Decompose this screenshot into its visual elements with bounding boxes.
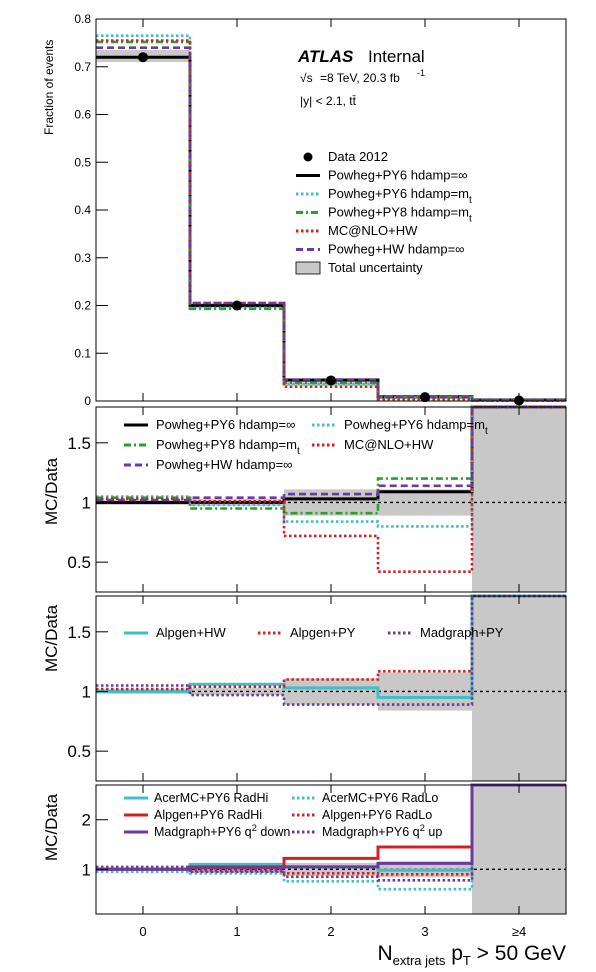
uncertainty-bin-ratio1-4 <box>472 407 566 592</box>
legend-entry-ratio1-1: Powheg+PY6 hdamp=mt <box>344 417 488 437</box>
data-point-1 <box>232 300 242 311</box>
energy-sqrt: √s <box>300 71 313 85</box>
legend-entry-ratio1-3: MC@NLO+HW <box>344 437 434 452</box>
legend-entry-ratio1-4: Powheg+HW hdamp=∞ <box>156 457 292 472</box>
ratio2-y-axis-label: MC/Data <box>42 604 61 672</box>
legend-marker-data <box>303 152 313 162</box>
legend-entry-ratio3-2: Alpgen+PY6 RadHi <box>154 808 262 822</box>
y-tick-label-main: 0.5 <box>74 155 91 169</box>
y-tick-label-main: 0.1 <box>74 346 91 360</box>
selection-label: |y| < 2.1, tt̄ <box>300 94 357 108</box>
ratio1-y-axis-label: MC/Data <box>42 457 61 525</box>
y-tick-label-ratio3: 2 <box>82 811 91 830</box>
legend-entry-ratio3-5: Madgraph+PY6 q2 up <box>322 823 442 839</box>
y-tick-label-main: 0.4 <box>74 203 91 217</box>
y-tick-label-ratio2: 1 <box>82 682 91 701</box>
legend-entry-main-0: Data 2012 <box>328 149 388 164</box>
legend-entry-ratio3-1: AcerMC+PY6 RadLo <box>322 791 438 805</box>
atlas-label: ATLAS <box>297 47 354 66</box>
uncertainty-bin-ratio2-1 <box>190 687 284 696</box>
legend-entry-ratio2-0: Alpgen+HW <box>156 625 226 640</box>
y-tick-label-ratio1: 1 <box>82 493 91 512</box>
data-point-2 <box>326 375 336 386</box>
legends: Data 2012 Powheg+PY6 hdamp=∞ Powheg+PY6 hd… <box>124 149 504 839</box>
legend-entry-main-3: Powheg+PY8 hdamp=mt <box>328 205 472 225</box>
legend-entry-main-4: MC@NLO+HW <box>328 223 418 238</box>
legend-box-uncertainty <box>295 261 321 275</box>
y-tick-label-ratio3: 1 <box>82 860 91 879</box>
y-tick-label-ratio2: 1.5 <box>67 623 91 642</box>
legend-entry-ratio3-0: AcerMC+PY6 RadHi <box>154 791 268 805</box>
series-ratio3-madgraph-py6-q-up <box>96 783 566 882</box>
x-tick-label-2: 2 <box>327 924 334 939</box>
legend-entry-main-5: Powheg+HW hdamp=∞ <box>328 242 464 257</box>
legend-entry-ratio1-2: Powheg+PY8 hdamp=mt <box>156 437 300 457</box>
y-tick-label-main: 0.3 <box>74 251 91 265</box>
legend-entry-ratio1-0: Powheg+PY6 hdamp=∞ <box>156 417 295 432</box>
main-y-axis-label: Fraction of events <box>42 40 56 135</box>
y-tick-label-ratio1: 0.5 <box>67 553 91 572</box>
y-tick-label-main: 0.8 <box>74 12 91 26</box>
ratio3-y-axis-label: MC/Data <box>42 793 61 861</box>
legend-entry-ratio3-4: Madgraph+PY6 q2 down <box>154 823 290 839</box>
series-ratio2-madgraph-py <box>96 594 566 706</box>
axes: 0 0.1 0.2 0.3 0.4 0.5 0.6 0.7 0.8 0.5 1 1.5 0.5 1 1.5 1… <box>67 12 526 939</box>
uncertainty-bin-ratio2-4 <box>472 596 566 781</box>
x-tick-label-1: 1 <box>233 924 240 939</box>
series-lines <box>96 34 566 891</box>
x-tick-label-0: 0 <box>139 924 146 939</box>
data-point-0 <box>138 52 148 63</box>
energy-label: =8 TeV, 20.3 fb <box>320 71 400 85</box>
legend-entry-ratio2-1: Alpgen+PY <box>290 625 356 640</box>
legend-entry-main-2: Powheg+PY6 hdamp=mt <box>328 186 472 206</box>
y-tick-label-main: 0 <box>84 394 91 408</box>
y-tick-label-ratio2: 0.5 <box>67 742 91 761</box>
legend-entry-main-1: Powheg+PY6 hdamp=∞ <box>328 168 467 183</box>
x-tick-label-4: ≥4 <box>512 924 526 939</box>
legend-entry-ratio3-3: Alpgen+PY6 RadLo <box>322 808 432 822</box>
x-axis-label: Nextra jets pT > 50 GeV <box>377 942 566 968</box>
legend-entry-main-6: Total uncertainty <box>328 260 423 275</box>
legend-entry-ratio2-2: Madgraph+PY <box>420 625 504 640</box>
uncertainty-bin-ratio3-4 <box>472 785 566 914</box>
y-tick-label-ratio1: 1.5 <box>67 434 91 453</box>
y-tick-label-main: 0.6 <box>74 108 91 122</box>
y-tick-label-main: 0.2 <box>74 299 91 313</box>
series-ratio1-powheg-hw-hdamp <box>96 405 566 502</box>
atlas-status: Internal <box>368 47 425 66</box>
y-tick-label-main: 0.7 <box>74 60 91 74</box>
x-tick-label-3: 3 <box>421 924 428 939</box>
energy-sup: -1 <box>417 68 425 78</box>
